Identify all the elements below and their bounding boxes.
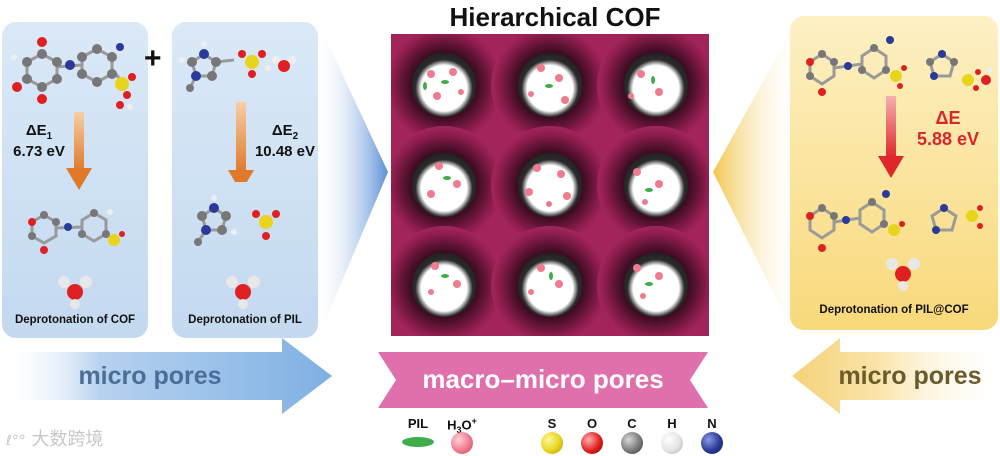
pore (597, 34, 709, 144)
watermark: ℓ°° 大数跨境 (6, 425, 104, 451)
carbon-legend-icon (621, 432, 643, 454)
red-down-arrow-icon (878, 96, 904, 178)
plus-sign: + (144, 42, 162, 75)
cof-deprotonation-panel: ΔE1 6.73 eV Deprotonation of COF (2, 22, 148, 338)
diagram-title: Hierarchical COF (449, 2, 661, 32)
delta-e2-label: ΔE2 10.48 eV (254, 122, 316, 160)
center-arrow-label: macro–micro pores (422, 364, 664, 394)
deprotonated-pil-at-cof-molecule-icon (806, 190, 983, 252)
pore (391, 226, 503, 336)
right-micro-pores-arrow (792, 338, 1000, 414)
pore-particles (423, 64, 663, 299)
water-molecule-3-icon (886, 258, 920, 291)
pil-deprotonation-panel: ΔE2 10.48 eV Deprotonation of PIL (172, 22, 318, 338)
water-molecule-1-icon (58, 276, 92, 309)
watermark-logo-icon: ℓ°° (6, 433, 26, 449)
pil-cof-deprotonation-panel: ΔE 5.88 eV Deprotonation of PIL@COF (790, 16, 998, 330)
pore (391, 126, 503, 244)
left-micro-pores-arrow (0, 338, 332, 414)
cof-fragment-molecule-icon (11, 37, 136, 110)
orange-down-arrow-2-icon (228, 102, 254, 182)
delta-e-label: ΔE 5.88 eV (916, 108, 980, 149)
legend-label-h: H (667, 416, 677, 431)
legend-label-h3o: H3O+ (447, 416, 477, 435)
legend-label-n: N (707, 416, 717, 431)
pil-molecule-icon (179, 41, 296, 92)
left-funnel-shape (318, 22, 388, 338)
center-ribbon-arrow (378, 352, 708, 408)
hierarchical-cof-render (391, 34, 709, 336)
right-funnel-shape (713, 22, 796, 338)
cof-deprotonation-caption: Deprotonation of COF (14, 314, 136, 326)
nitrogen-legend-icon (701, 432, 723, 454)
watermark-text: 大数跨境 (31, 429, 104, 450)
pore (597, 226, 709, 336)
orange-down-arrow-1-icon (66, 112, 92, 190)
legend-label-c: C (627, 416, 637, 431)
left-arrow-label: micro pores (78, 362, 222, 390)
deprotonated-pil-molecule-icon (194, 195, 280, 246)
legend-label-o: O (586, 416, 598, 431)
sulfur-legend-icon (541, 432, 563, 454)
pore (391, 34, 503, 144)
oxygen-legend-icon (581, 432, 603, 454)
deprotonated-cof-molecule-icon (28, 209, 125, 254)
pil-at-cof-molecule-icon (806, 36, 993, 96)
pil-legend-icon (402, 437, 434, 447)
pore (491, 226, 609, 336)
hydrogen-legend-icon (661, 432, 683, 454)
water-molecule-2-icon (226, 276, 260, 309)
right-arrow-label: micro pores (838, 362, 982, 390)
legend-label-s: S (547, 416, 557, 431)
pil-deprotonation-caption: Deprotonation of PIL (188, 314, 302, 326)
pil-cof-deprotonation-caption: Deprotonation of PIL@COF (819, 304, 969, 316)
pore (597, 126, 709, 244)
h3o-legend-icon (451, 432, 473, 454)
delta-e1-label: ΔE1 6.73 eV (13, 122, 65, 160)
legend-label-pil: PIL (407, 416, 429, 431)
